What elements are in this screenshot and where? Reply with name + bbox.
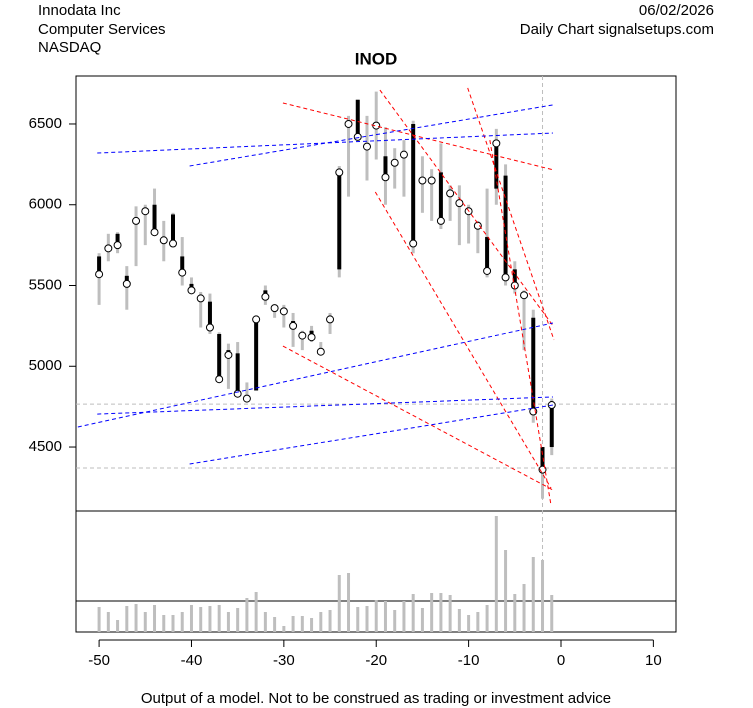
close-marker [399,150,408,159]
y-tick-label: 5000 [29,357,62,374]
close-marker [132,216,141,225]
close-marker [316,347,325,356]
trend-line [97,396,553,415]
close-marker [242,394,251,403]
exchange: NASDAQ [38,39,101,56]
close-marker [335,168,344,177]
close-marker [289,321,298,330]
y-tick-label: 5500 [29,276,62,293]
date: 06/02/2026 [639,2,714,19]
close-marker [141,207,150,216]
close-marker [473,221,482,230]
close-marker [122,279,131,288]
close-marker [501,273,510,282]
trend-line [97,132,553,154]
trend-line [189,104,554,167]
y-tick-label: 4500 [29,438,62,455]
close-marker [279,307,288,316]
trend-line [282,345,554,491]
close-marker [104,244,113,253]
close-marker [252,315,261,324]
trend-line [467,87,555,341]
close-marker [381,173,390,182]
close-marker [326,315,335,324]
close-marker [307,333,316,342]
y-tick-label: 6500 [29,115,62,132]
close-marker [436,216,445,225]
close-marker [196,294,205,303]
close-marker [233,389,242,398]
close-marker [168,239,177,248]
trend-line [189,404,554,465]
x-tick-label: -40 [181,652,203,669]
source: Daily Chart signalsetups.com [520,21,714,38]
close-marker [418,176,427,185]
trend-line [282,102,555,171]
chart-title: INOD [355,49,398,68]
close-marker [159,236,168,245]
close-marker [409,239,418,248]
close-marker [95,270,104,279]
close-marker [178,268,187,277]
close-marker [344,119,353,128]
close-marker [455,199,464,208]
x-tick-label: 10 [645,652,662,669]
footer: Output of a model. Not to be construed a… [141,690,611,707]
close-marker [483,266,492,275]
company: Innodata Inc [38,2,121,19]
y-tick-label: 6000 [29,196,62,213]
close-marker [446,189,455,198]
close-marker [224,350,233,359]
close-marker [298,331,307,340]
x-tick-label: 0 [557,652,565,669]
x-tick-label: -30 [273,652,295,669]
trend-line [77,322,554,428]
x-tick-label: -20 [365,652,387,669]
close-marker [520,291,529,300]
close-marker [362,142,371,151]
x-tick-label: -50 [88,652,110,669]
trend-line [374,191,552,489]
x-tick-label: -10 [458,652,480,669]
close-marker [150,228,159,237]
close-marker [215,375,224,384]
close-marker [427,176,436,185]
trend-line [489,140,552,506]
close-marker [261,292,270,301]
sector: Computer Services [38,21,166,38]
close-marker [492,139,501,148]
close-marker [270,304,279,313]
close-marker [353,132,362,141]
trend-line [379,89,555,328]
close-marker [205,323,214,332]
close-marker [187,286,196,295]
close-marker [113,241,122,250]
close-marker [390,158,399,167]
